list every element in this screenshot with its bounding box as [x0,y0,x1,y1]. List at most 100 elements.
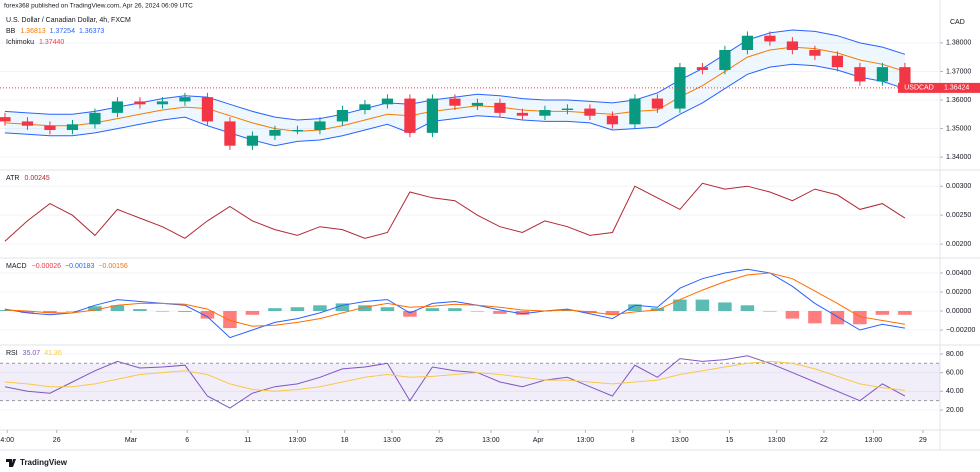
line-series [4,182,906,242]
candle-body [336,110,349,122]
histogram-bar [898,310,912,315]
histogram-bar [155,310,170,312]
line-series [4,355,906,409]
y-tick-label: 0.00300 [946,183,971,190]
candle-body [111,101,124,113]
y-tick-label: 1.36000 [946,97,971,104]
candle-body [876,67,889,82]
histogram-bar [830,310,845,325]
x-tick-label: 26 [53,437,61,444]
y-tick-label: 0.00250 [946,212,971,219]
histogram-bar [493,310,507,314]
y-tick-label: 0.00400 [946,270,971,277]
indicator-name: ATR [6,175,19,182]
x-tick-label: 13:00 [289,437,307,444]
candle-body [854,67,866,82]
histogram-bar [673,299,687,311]
indicator-value: −0.00156 [98,263,127,270]
histogram-bar [448,308,462,311]
candle-body [21,121,34,126]
x-tick-label: 13:00 [482,437,500,444]
candle-body [764,35,776,42]
candle-body [719,50,731,70]
histogram-bar [20,310,35,313]
band-area [4,30,905,146]
y-tick-label: 1.37000 [946,68,971,75]
candle-body [404,98,416,133]
brand-logo [6,459,16,467]
y-tick-label: 60.00 [946,369,964,376]
candle-body [471,102,484,106]
candle-body [606,115,619,125]
indicator-value: 1.36373 [79,28,104,35]
candle-body [269,130,281,136]
candle-body [786,41,799,50]
indicator-value: 1.37440 [39,39,64,46]
candle-body [134,101,146,105]
candle-body [584,108,596,116]
candle-body [89,112,101,125]
x-tick-label: 13:00 [577,437,595,444]
histogram-bar [290,307,305,311]
y-tick-label: 1.34000 [946,154,971,161]
candle-body [66,124,79,130]
y-tick-label: −0.00200 [946,327,975,334]
candle-body [224,121,236,146]
candle-body [426,98,439,133]
indicator-value: 1.36813 [20,28,45,35]
candle-body [561,108,574,110]
candle-body [629,98,641,125]
histogram-bar [425,308,440,311]
candle-body [0,117,11,122]
x-tick-label: Mar [125,437,138,444]
x-tick-label: Apr [533,437,545,444]
x-tick-label: 13:00 [671,437,689,444]
histogram-bar [268,308,282,311]
price-tag [940,82,980,93]
candle-body [831,55,844,68]
histogram-bar [763,310,777,312]
line-series [4,63,906,147]
histogram-bar [358,305,372,311]
line-series [4,360,905,392]
candle-body [291,130,304,131]
histogram-bar [133,309,147,311]
x-tick-label: 18 [341,437,349,444]
x-tick-label: 6 [185,437,189,444]
line-series [4,268,905,339]
histogram-bar [245,310,260,315]
histogram-bar [785,310,800,319]
histogram-bar [43,310,57,313]
symbol-label: USDCAD [904,85,934,92]
candle-body [516,112,529,116]
candle-body [156,101,169,105]
y-tick-label: 40.00 [946,388,964,395]
candle-body [359,104,371,110]
indicator-value: 0.00245 [24,175,49,182]
y-tick-label: 1.35000 [946,125,971,132]
histogram-bar [65,310,80,312]
histogram-bar [695,299,710,311]
indicator-name: Ichimoku [6,39,34,46]
line-series [4,272,905,327]
candle-body [201,97,214,122]
publisher: forex368 published on TradingView.com, A… [4,3,193,10]
indicator-value: 1.37254 [50,28,75,35]
y-tick-label: 0.00200 [946,241,971,248]
x-tick-label: 25 [435,437,443,444]
candle-body [539,110,551,116]
histogram-bar [223,310,237,329]
indicator-name: MACD [6,263,27,270]
indicator-value: 41.36 [44,350,62,357]
brand: TradingView [20,458,68,467]
x-tick-label: 13:00 [383,437,401,444]
candle-body [179,97,191,102]
x-tick-label: 22 [820,437,828,444]
y-tick-label: 0.00200 [946,289,971,296]
indicator-value: −0.00026 [32,263,61,270]
candle-body [674,67,686,109]
indicator-name: RSI [6,350,18,357]
candle-body [246,135,259,146]
histogram-bar [470,310,485,312]
